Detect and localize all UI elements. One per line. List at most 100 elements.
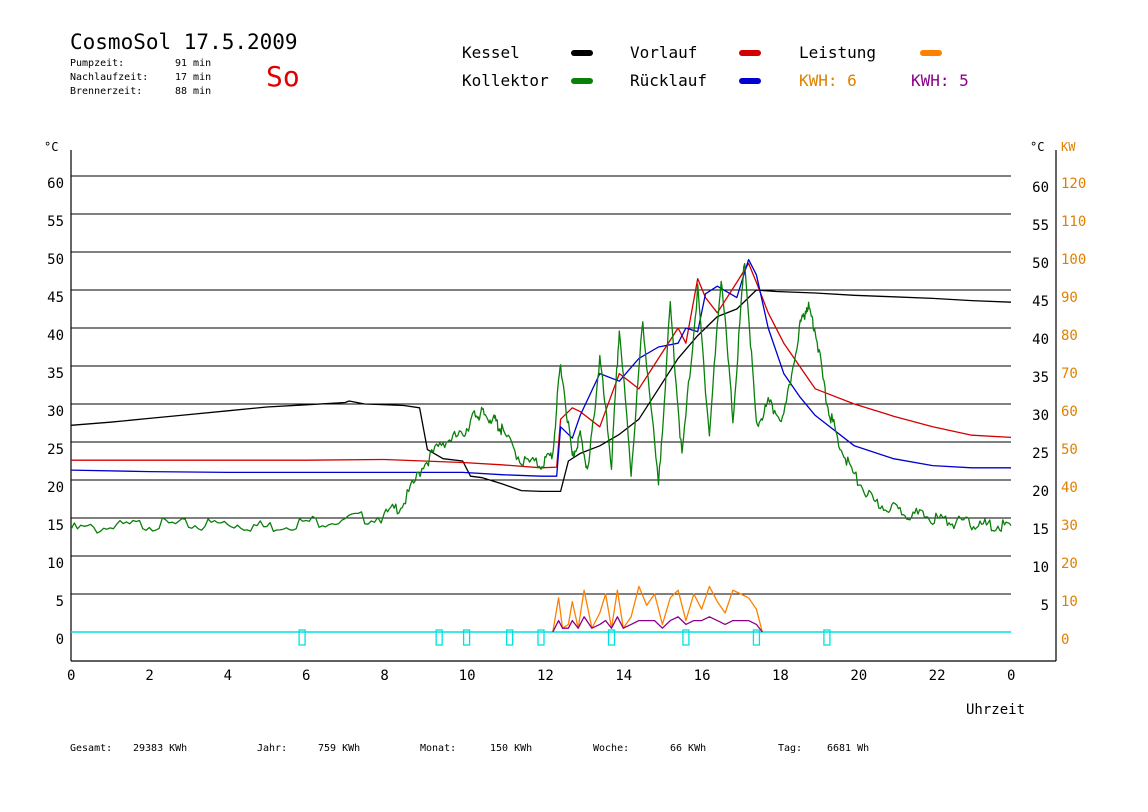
y-tick-label-right: 60: [1032, 180, 1049, 196]
stat-value-brennerzeit: 88 min: [175, 86, 212, 97]
stat-label-pumpzeit: Pumpzeit:: [70, 58, 125, 69]
y2-tick-label: 90: [1061, 290, 1078, 306]
pump-marker: [607, 629, 616, 646]
x-tick-label: 14: [615, 668, 632, 684]
y-tick-label-right: 20: [1032, 484, 1049, 500]
pump-marker: [537, 629, 545, 646]
y2-tick-label: 120: [1061, 176, 1086, 192]
series-kessel: [70, 289, 1012, 493]
y2-axis-label: KW: [1061, 140, 1076, 154]
legend-vorlauf: Vorlauf: [630, 43, 698, 62]
x-tick-label: 0: [67, 668, 75, 684]
y2-tick-label: 110: [1061, 214, 1086, 230]
x-tick-label: 10: [459, 668, 476, 684]
y-tick-label-right: 25: [1032, 446, 1049, 462]
y-tick-label-left: 40: [47, 328, 64, 344]
total-value-woche: 66 KWh: [670, 743, 707, 754]
y-tick-label-left: 60: [47, 176, 64, 192]
x-tick-label: 22: [929, 668, 946, 684]
series-ruecklauf: [70, 258, 1011, 477]
pump-marker: [823, 629, 831, 646]
series-kwh2: [552, 616, 763, 633]
chart-title: CosmoSol 17.5.2009: [70, 30, 298, 54]
x-tick-label: 0: [1007, 668, 1015, 684]
legend-ruecklauf-swatch: [739, 78, 761, 84]
legend-kollektor: Kollektor: [462, 71, 549, 90]
legend-ruecklauf: Rücklauf: [630, 71, 708, 90]
series-vorlauf: [71, 262, 1012, 469]
pump-marker: [506, 629, 514, 646]
legend-kollektor-swatch: [571, 78, 593, 84]
x-tick-label: 20: [850, 668, 867, 684]
y-tick-label-right: 30: [1032, 408, 1049, 424]
stat-label-nachlaufzeit: Nachlaufzeit:: [70, 72, 149, 83]
y-tick-label-right: 5: [1041, 598, 1049, 614]
y-tick-label-left: 10: [47, 556, 64, 572]
y-tick-label-left: 5: [56, 594, 64, 610]
y2-tick-label: 60: [1061, 404, 1078, 420]
total-value-gesamt: 29383 KWh: [133, 743, 188, 754]
y2-tick-label: 10: [1061, 594, 1078, 610]
legend-kwh-2: KWH: 5: [911, 71, 969, 90]
y2-tick-label: 80: [1061, 328, 1078, 344]
total-label-gesamt: Gesamt:: [70, 743, 113, 754]
pump-marker: [682, 629, 690, 646]
legend-kessel-swatch: [571, 50, 593, 56]
x-tick-label: 12: [537, 668, 554, 684]
legend-kwh-1: KWH: 6: [799, 71, 857, 90]
y2-tick-label: 0: [1061, 632, 1069, 648]
x-tick-label: 8: [380, 668, 388, 684]
weekday-label: So: [266, 60, 300, 93]
y-axis-label-right: °C: [1030, 140, 1044, 154]
pump-marker: [298, 629, 306, 646]
y2-tick-label: 70: [1061, 366, 1078, 382]
y-tick-label-left: 30: [47, 404, 64, 420]
y-tick-label-right: 40: [1032, 332, 1049, 348]
total-value-monat: 150 KWh: [490, 743, 533, 754]
y2-tick-label: 20: [1061, 556, 1078, 572]
y2-tick-label: 30: [1061, 518, 1078, 534]
pump-marker: [752, 629, 761, 646]
stat-value-pumpzeit: 91 min: [175, 58, 212, 69]
y-tick-label-left: 35: [47, 366, 64, 382]
y-tick-label-left: 25: [47, 442, 64, 458]
x-tick-label: 6: [302, 668, 310, 684]
pump-marker: [462, 629, 471, 646]
y-axis-label-left: °C: [44, 140, 58, 154]
stat-label-brennerzeit: Brennerzeit:: [70, 86, 143, 97]
y2-tick-label: 100: [1061, 252, 1086, 268]
y-tick-label-left: 15: [47, 518, 64, 534]
y-tick-label-right: 45: [1032, 294, 1049, 310]
y2-tick-label: 40: [1061, 480, 1078, 496]
y-tick-label-right: 50: [1032, 256, 1049, 272]
x-axis-label: Uhrzeit: [966, 702, 1025, 718]
legend-leistung: Leistung: [799, 43, 877, 62]
y-tick-label-right: 35: [1032, 370, 1049, 386]
y-tick-label-right: 10: [1032, 560, 1049, 576]
legend-kessel: Kessel: [462, 43, 520, 62]
total-label-woche: Woche:: [593, 743, 630, 754]
y-tick-label-left: 0: [56, 632, 64, 648]
x-tick-label: 16: [694, 668, 711, 684]
total-label-jahr: Jahr:: [257, 743, 288, 754]
series-leistung: [552, 585, 763, 633]
pump-marker: [435, 629, 443, 646]
series-kollektor: [70, 262, 1012, 534]
x-tick-label: 2: [145, 668, 153, 684]
x-tick-label: 4: [224, 668, 232, 684]
stat-value-nachlaufzeit: 17 min: [175, 72, 212, 83]
x-tick-label: 18: [772, 668, 789, 684]
total-label-tag: Tag:: [778, 743, 803, 754]
y-tick-label-right: 55: [1032, 218, 1049, 234]
legend-leistung-swatch: [920, 50, 942, 56]
y-tick-label-left: 20: [47, 480, 64, 496]
total-value-tag: 6681 Wh: [827, 743, 870, 754]
y-tick-label-right: 15: [1032, 522, 1049, 538]
y2-tick-label: 50: [1061, 442, 1078, 458]
y-tick-label-left: 45: [47, 290, 64, 306]
y-tick-label-left: 55: [47, 214, 64, 230]
total-value-jahr: 759 KWh: [318, 743, 361, 754]
legend-vorlauf-swatch: [739, 50, 761, 56]
y-tick-label-left: 50: [47, 252, 64, 268]
